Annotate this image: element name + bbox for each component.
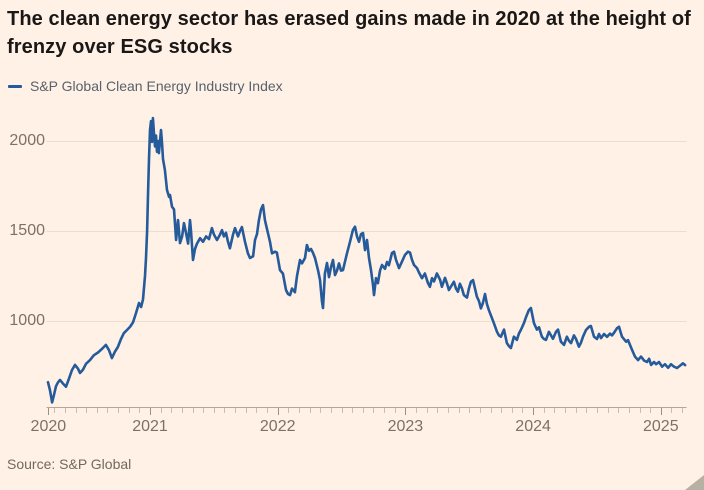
x-axis-year-label: 2021 [132, 418, 168, 435]
legend-label: S&P Global Clean Energy Industry Index [30, 78, 283, 94]
x-axis-year-label: 2024 [515, 418, 551, 435]
y-axis-tick-label: 1500 [9, 222, 45, 239]
legend-line-swatch-icon [8, 84, 22, 88]
x-axis-year-label: 2023 [387, 418, 424, 435]
chart-title: The clean energy sector has erased gains… [7, 8, 691, 58]
y-axis-tick-label: 1000 [9, 312, 45, 329]
x-axis-year-label: 2025 [643, 418, 679, 435]
source-note: Source: S&P Global [7, 456, 132, 472]
y-axis-tick-label: 2000 [9, 132, 45, 149]
index-line-series [46, 116, 687, 404]
legend: S&P Global Clean Energy Industry Index [8, 78, 283, 94]
x-axis-year-label: 2022 [259, 418, 296, 435]
x-axis-year-label: 2020 [30, 418, 67, 435]
resize-grip-icon[interactable] [685, 475, 704, 490]
